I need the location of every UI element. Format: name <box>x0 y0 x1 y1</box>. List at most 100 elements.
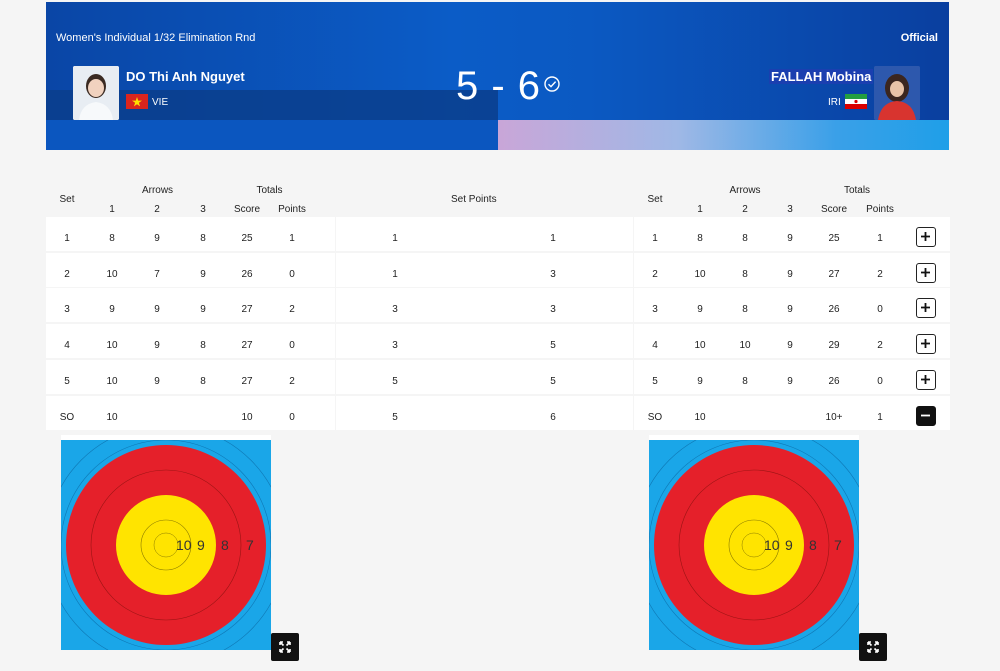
arrow-2-cell: 9 <box>154 376 160 387</box>
arrow-2-cell: 8 <box>742 233 748 244</box>
arrow-3-cell: 9 <box>787 340 793 351</box>
table-row <box>634 324 950 358</box>
table-header-score: Score <box>233 204 261 215</box>
ring-label-7: 7 <box>834 537 842 553</box>
set-points-row <box>336 396 633 430</box>
arrow-2-cell: 8 <box>742 269 748 280</box>
score-cell: 27 <box>241 304 253 315</box>
table-header-arrow-3: 3 <box>200 204 206 215</box>
right-athlete-band <box>498 120 949 150</box>
arrow-1-cell: 9 <box>697 304 703 315</box>
table-header-score: Score <box>820 204 848 215</box>
table-header-set: Set <box>59 194 75 205</box>
arrow-1-cell: 8 <box>109 233 115 244</box>
points-cell: 1 <box>877 233 883 244</box>
table-row <box>46 253 335 287</box>
table-row <box>46 396 335 430</box>
right-set-points: 6 <box>550 412 556 423</box>
arrow-2-cell: 9 <box>154 304 160 315</box>
table-row <box>634 253 950 287</box>
table-header-arrow-2: 2 <box>742 204 748 215</box>
set-points-row <box>336 324 633 358</box>
plus-icon <box>921 303 930 312</box>
plus-icon <box>921 268 930 277</box>
score-cell: 26 <box>828 376 840 387</box>
score-cell: 27 <box>241 340 253 351</box>
points-cell: 0 <box>877 376 883 387</box>
target-gold-zone <box>704 495 804 595</box>
left-target-face: 10 9 8 7 <box>45 424 287 666</box>
vietnam-flag-icon <box>126 94 148 109</box>
expand-row-button[interactable] <box>916 370 936 390</box>
points-cell: 0 <box>289 340 295 351</box>
right-set-points: 1 <box>550 233 556 244</box>
left-athlete-name[interactable]: DO Thi Anh Nguyet <box>126 69 245 84</box>
arrow-3-cell: 9 <box>787 269 793 280</box>
collapse-row-button[interactable] <box>916 406 936 426</box>
right-athlete-avatar <box>874 66 920 120</box>
left-athlete-band <box>46 90 498 120</box>
ring-label-10: 10 <box>176 537 192 553</box>
minus-icon <box>921 414 930 417</box>
points-cell: 0 <box>877 304 883 315</box>
set-cell: 2 <box>652 269 658 280</box>
plus-icon <box>921 339 930 348</box>
table-header-points: Points <box>866 204 894 215</box>
arrow-2-cell: 10 <box>739 340 751 351</box>
expand-row-button[interactable] <box>916 298 936 318</box>
match-score: 5 - 6 <box>456 64 542 108</box>
score-cell: 26 <box>241 269 253 280</box>
score-cell: 27 <box>241 376 253 387</box>
arrow-3-cell: 9 <box>787 233 793 244</box>
arrow-3-cell: 8 <box>200 340 206 351</box>
check-circle-icon <box>544 76 560 92</box>
plus-icon <box>921 232 930 241</box>
ring-label-8: 8 <box>221 537 229 553</box>
arrow-2-cell: 9 <box>154 233 160 244</box>
right-set-points: 3 <box>550 304 556 315</box>
arrow-3-cell: 9 <box>200 304 206 315</box>
right-set-points: 5 <box>550 376 556 387</box>
set-cell: SO <box>647 412 663 423</box>
set-cell: 3 <box>64 304 70 315</box>
match-header: Women's Individual 1/32 Elimination Rnd … <box>46 2 949 150</box>
points-cell: 2 <box>289 304 295 315</box>
expand-icon <box>867 641 879 653</box>
score-cell: 25 <box>828 233 840 244</box>
ring-label-9: 9 <box>197 537 205 553</box>
arrow-3-cell: 9 <box>787 304 793 315</box>
expand-row-button[interactable] <box>916 227 936 247</box>
right-athlete-name[interactable]: FALLAH Mobina <box>769 69 874 84</box>
left-expand-button[interactable] <box>271 633 299 661</box>
target-gold-zone <box>116 495 216 595</box>
set-cell: 4 <box>64 340 70 351</box>
arrow-3-cell: 9 <box>787 376 793 387</box>
arrow-2-cell: 8 <box>742 304 748 315</box>
left-set-points: 3 <box>392 340 398 351</box>
right-athlete-noc: IRI <box>828 97 841 108</box>
score-cell: 27 <box>828 269 840 280</box>
arrow-1-cell: 10 <box>106 376 118 387</box>
table-row <box>46 324 335 358</box>
ring-label-10: 10 <box>764 537 780 553</box>
right-set-points: 3 <box>550 269 556 280</box>
points-cell: 2 <box>877 269 883 280</box>
arrow-3-cell: 9 <box>200 269 206 280</box>
left-set-points: 5 <box>392 412 398 423</box>
arrow-3-cell: 8 <box>200 233 206 244</box>
expand-row-button[interactable] <box>916 334 936 354</box>
table-row <box>46 360 335 394</box>
set-cell: 1 <box>652 233 658 244</box>
ring-label-9: 9 <box>785 537 793 553</box>
table-row <box>634 288 950 322</box>
table-row <box>46 288 335 322</box>
expand-row-button[interactable] <box>916 263 936 283</box>
table-header-totals: Totals <box>843 185 871 196</box>
table-row <box>634 396 950 430</box>
right-expand-button[interactable] <box>859 633 887 661</box>
set-points-row <box>336 217 633 251</box>
left-set-points: 1 <box>392 269 398 280</box>
set-cell: 1 <box>64 233 70 244</box>
set-cell: 4 <box>652 340 658 351</box>
points-cell: 2 <box>877 340 883 351</box>
